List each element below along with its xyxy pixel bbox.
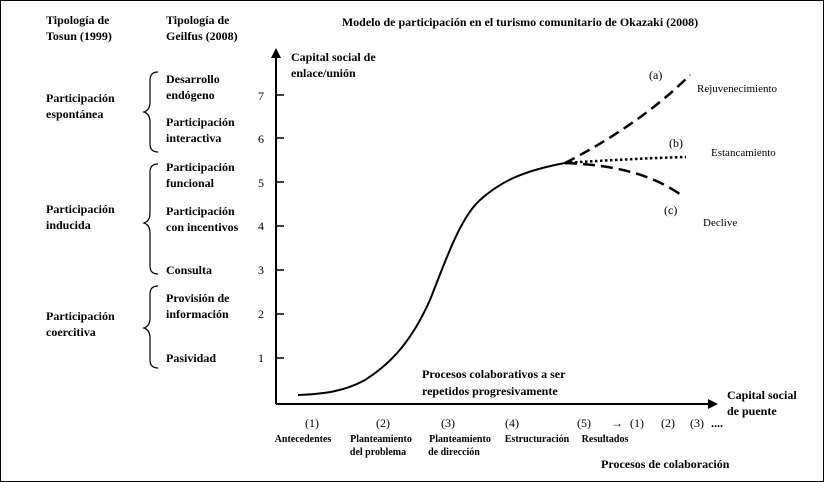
- level-number-4: 4: [258, 219, 264, 233]
- stage-name-4: Estructuración: [505, 434, 570, 445]
- level-number-3: 3: [258, 263, 264, 277]
- branch-stagnation: [564, 155, 687, 165]
- scenario-tag-c: (c): [664, 203, 677, 217]
- branch-rejuvenation: [564, 74, 691, 165]
- tosun-group-induced: Participación: [46, 202, 115, 216]
- tosun-group-spontaneous-line2: espontánea: [46, 107, 103, 121]
- geilfus-level-2: Provisión de: [166, 291, 230, 305]
- brace-induced: [142, 163, 159, 275]
- geilfus-level-1: Pasividad: [166, 351, 216, 365]
- s-curve-main: [297, 162, 566, 396]
- stage-name-2-line2: del problema: [350, 447, 406, 458]
- brace-spontaneous: [142, 71, 159, 153]
- stage-name-2: Planteamiento: [350, 434, 412, 445]
- repeat-num-2: (2): [661, 416, 675, 430]
- level-number-2: 2: [258, 307, 264, 321]
- stage-name-3-line2: de dirección: [428, 447, 480, 458]
- process-note-line2: repetidos progresivamente: [422, 384, 558, 398]
- scenario-tag-a: (a): [649, 68, 662, 82]
- scenario-decline-label: Declive: [703, 217, 737, 229]
- geilfus-level-6-line2: interactiva: [166, 131, 221, 145]
- repeat-ellipsis: ....: [711, 416, 723, 430]
- geilfus-level-5: Participación: [166, 160, 235, 174]
- scenario-rejuvenation-label: Rejuvenecimiento: [697, 83, 778, 95]
- geilfus-level-7-line2: endógeno: [166, 88, 215, 102]
- stage-num-5: (5): [577, 416, 591, 430]
- scenario-tag-b: (b): [669, 136, 683, 150]
- geilfus-level-4: Participación: [166, 204, 235, 218]
- stage-name-3: Planteamiento: [429, 434, 491, 445]
- geilfus-level-6: Participación: [166, 115, 235, 129]
- scenario-stagnation-label: Estancamiento: [711, 147, 776, 159]
- x-axis-label-line2: de puente: [727, 404, 777, 418]
- tosun-group-coercive: Participación: [46, 309, 115, 323]
- geilfus-header-line2: Geilfus (2008): [166, 29, 238, 43]
- x-axis-title: Procesos de colaboración: [601, 457, 730, 471]
- tosun-header-line2: Tosun (1999): [46, 29, 112, 43]
- level-number-5: 5: [258, 176, 264, 190]
- y-axis-label: Capital social de: [291, 50, 376, 64]
- tosun-group-induced-line2: inducida: [46, 218, 91, 232]
- geilfus-level-2-line2: información: [166, 307, 229, 321]
- geilfus-level-4-line2: con incentivos: [166, 220, 239, 234]
- repeat-num-1: (1): [630, 416, 644, 430]
- stage-name-1: Antecedentes: [275, 434, 332, 445]
- level-number-1: 1: [258, 351, 264, 365]
- level-number-7: 7: [258, 89, 264, 103]
- geilfus-level-5-line2: funcional: [166, 176, 215, 190]
- stage-num-3: (3): [441, 416, 455, 430]
- tosun-group-coercive-line2: coercitiva: [46, 325, 96, 339]
- stage-name-5: Resultados: [582, 434, 629, 445]
- branch-decline: [564, 161, 685, 199]
- stage-num-2: (2): [376, 416, 390, 430]
- tosun-header-line1: Tipología de: [46, 13, 110, 27]
- repeat-arrow-icon: →: [611, 416, 623, 430]
- geilfus-level-3: Consulta: [166, 263, 212, 277]
- geilfus-level-7: Desarrollo: [166, 72, 220, 86]
- stage-num-4: (4): [505, 416, 519, 430]
- x-axis-label: Capital social: [727, 388, 797, 402]
- level-number-6: 6: [258, 132, 264, 146]
- tosun-group-spontaneous: Participación: [46, 91, 115, 105]
- y-axis-label-line2: enlace/unión: [291, 66, 356, 80]
- diagram-title: Modelo de participación en el turismo co…: [342, 15, 698, 29]
- geilfus-header-line1: Tipología de: [166, 13, 230, 27]
- brace-coercive: [142, 285, 159, 369]
- stage-num-1: (1): [305, 416, 319, 430]
- process-note: Procesos colaborativos a ser: [422, 367, 566, 381]
- repeat-num-3: (3): [690, 416, 704, 430]
